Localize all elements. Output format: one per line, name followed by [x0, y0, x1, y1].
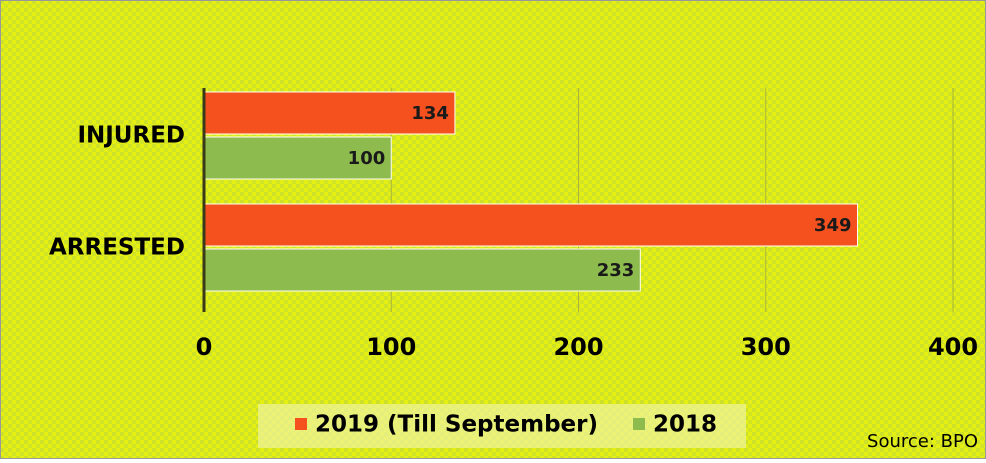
x-tick-label: 300	[741, 333, 791, 361]
bar	[203, 91, 456, 135]
data-label: 233	[597, 260, 635, 281]
x-tick-label: 100	[366, 333, 416, 361]
data-label: 134	[411, 103, 449, 124]
source-note: Source: BPO	[867, 431, 978, 452]
x-tick-label: 400	[928, 333, 978, 361]
category-label: INJURED	[77, 123, 185, 149]
legend-label: 2018	[653, 412, 717, 438]
data-label: 100	[348, 148, 386, 169]
data-label: 349	[814, 215, 852, 236]
category-label: ARRESTED	[49, 235, 185, 261]
x-tick-label: 200	[553, 333, 603, 361]
bar	[203, 203, 859, 247]
legend-box	[258, 404, 746, 448]
legend-swatch	[295, 418, 307, 430]
bar	[203, 136, 392, 180]
x-tick-label: 0	[196, 333, 213, 361]
legend-swatch	[633, 418, 645, 430]
legend-label: 2019 (Till September)	[315, 412, 598, 438]
bar	[203, 248, 641, 292]
